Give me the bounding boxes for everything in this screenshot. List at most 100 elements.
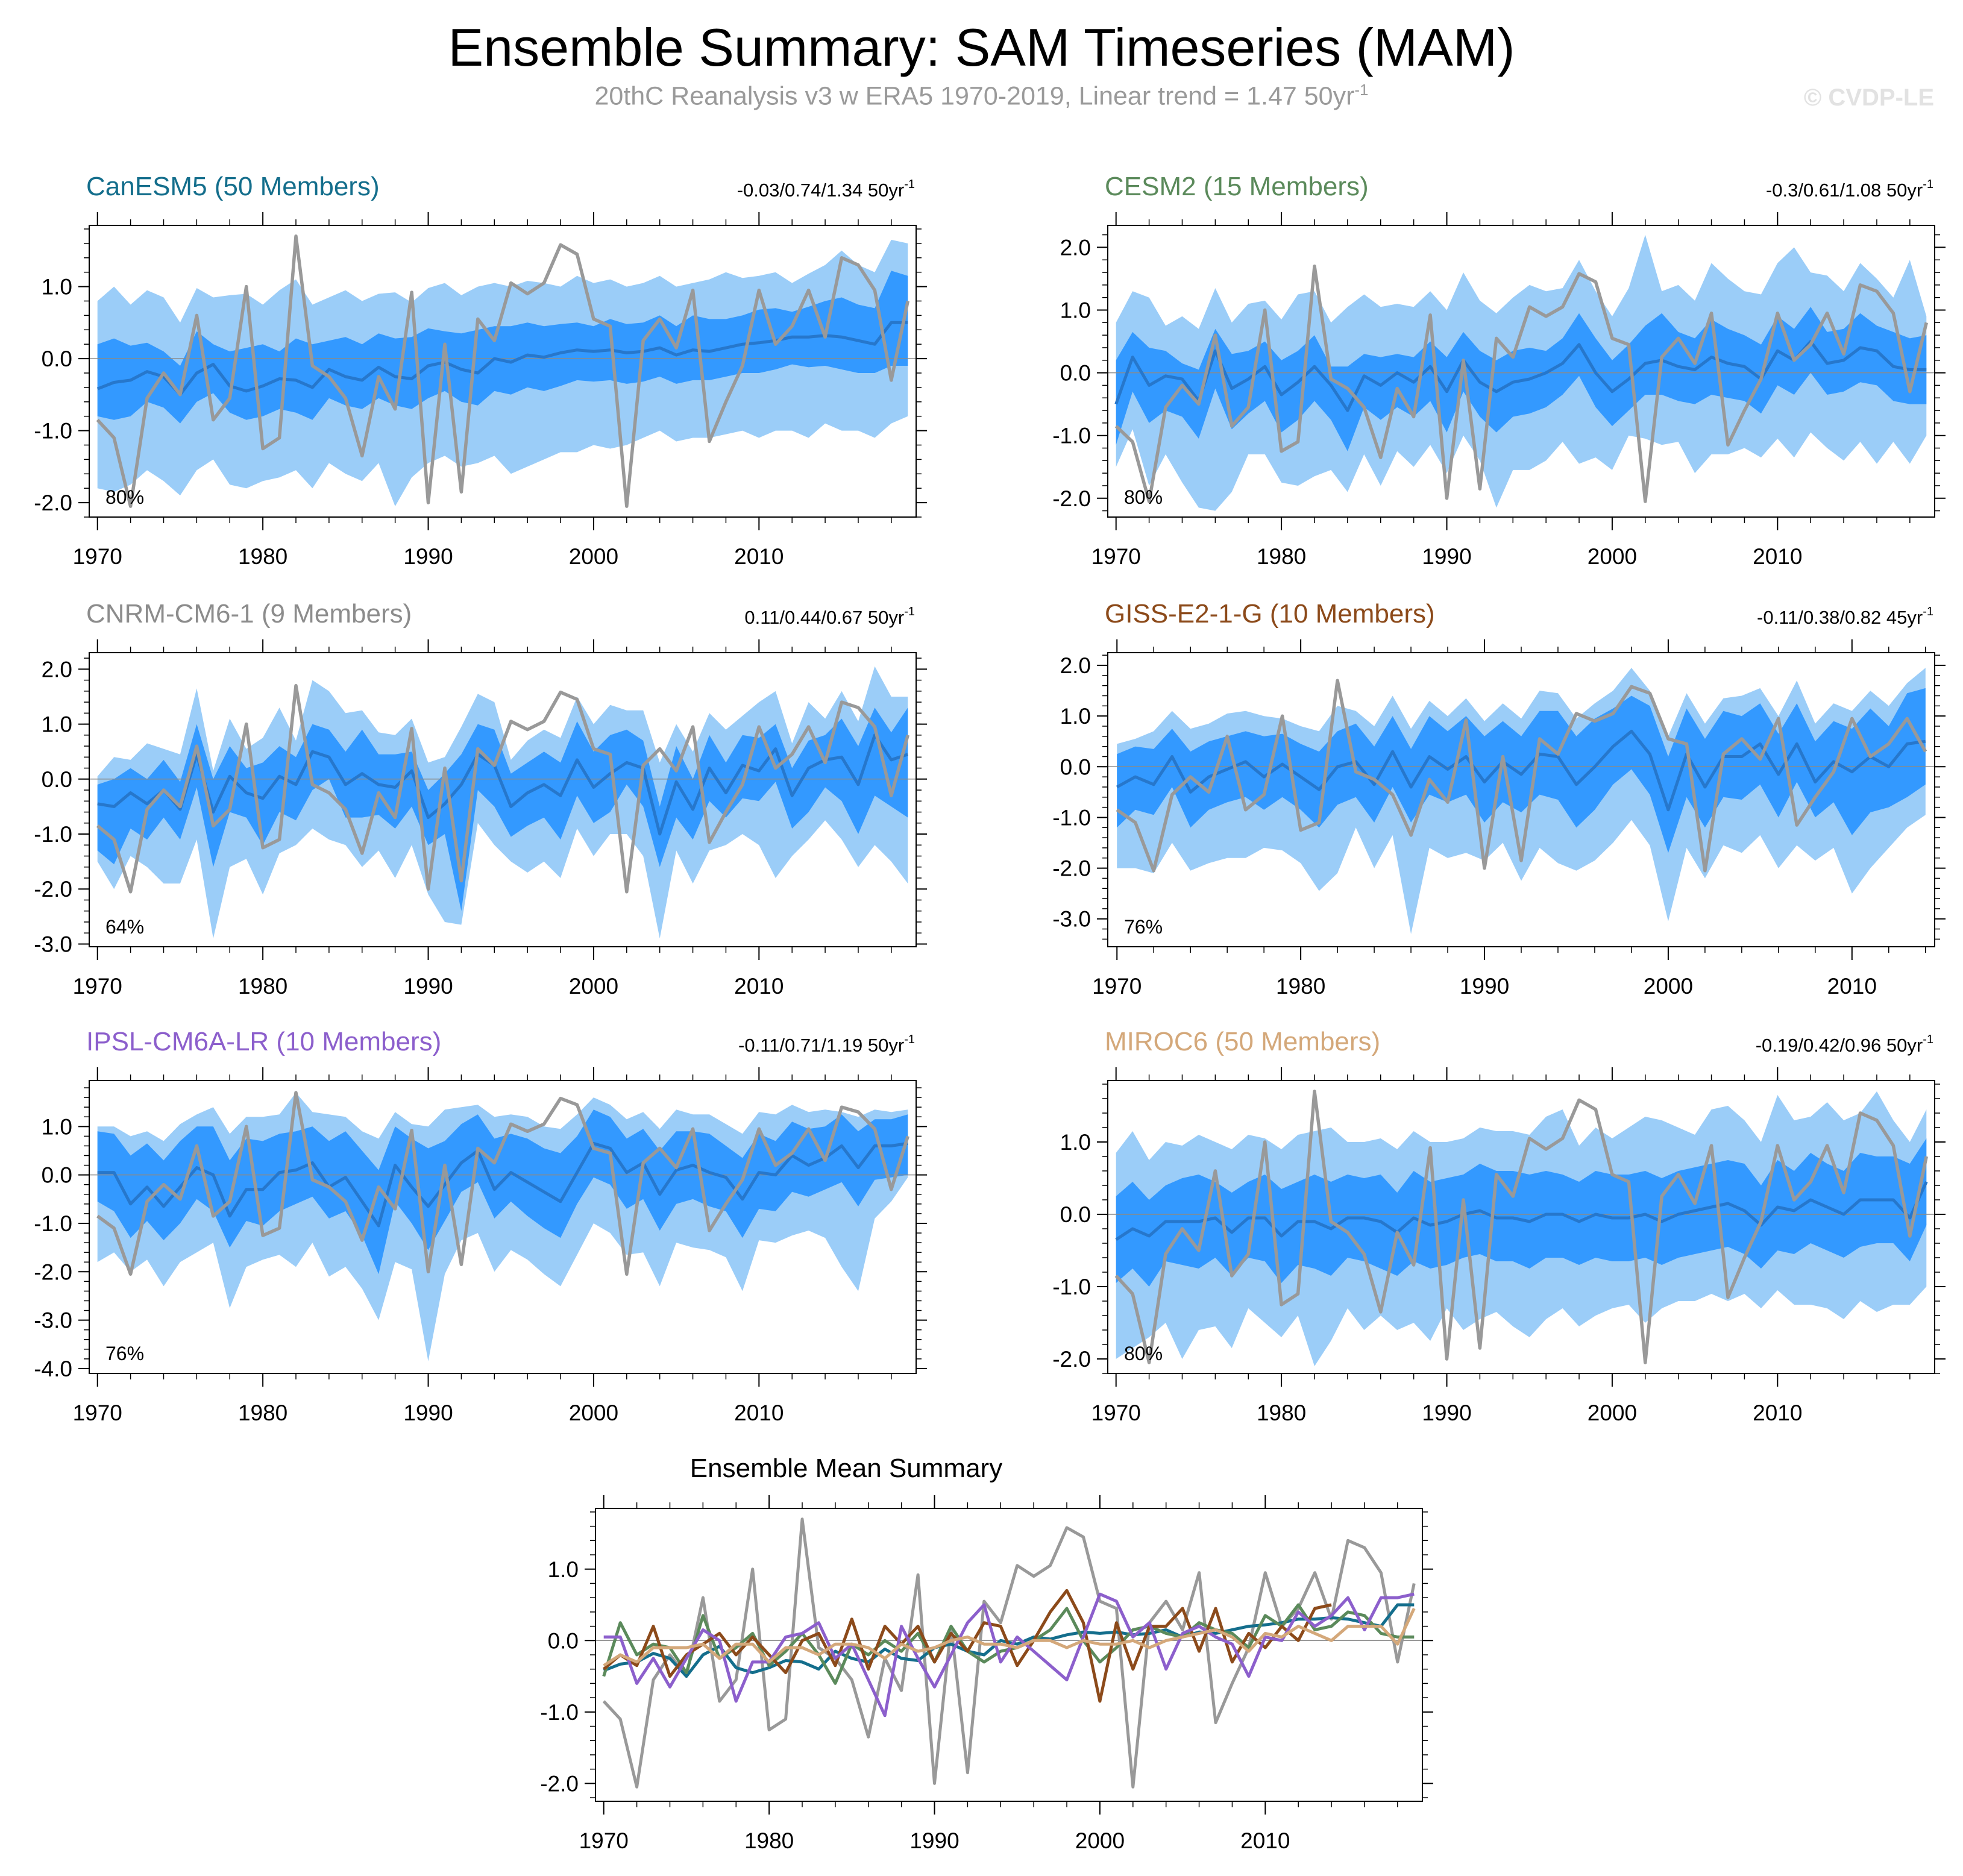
- trend-values: -0.11/0.38/0.82 45yr: [1757, 607, 1923, 628]
- ensemble-mean-line: [1114, 340, 1927, 412]
- y-tick-label: -3.0: [34, 1308, 72, 1333]
- series-line-giss-e2-1-g: [603, 1589, 1332, 1703]
- trend-values: 0.11/0.44/0.67 50yr: [744, 607, 904, 628]
- trend-label: 0.11/0.44/0.67 50yr-1: [744, 605, 915, 628]
- trend-values: -0.3/0.61/1.08 50yr: [1766, 180, 1923, 201]
- y-tick-label: -1.0: [34, 1211, 72, 1236]
- trend-superscript: -1: [904, 1033, 915, 1046]
- y-tick-label: 2.0: [1060, 235, 1091, 260]
- x-tick-label: 1970: [73, 544, 122, 569]
- ensemble-mean-line: [97, 733, 909, 836]
- x-tick-label: 1980: [238, 1401, 287, 1425]
- panel-title: GISS-E2-1-G (10 Members): [1105, 599, 1435, 629]
- y-tick-label: 1.0: [1060, 1130, 1091, 1155]
- ensemble-mean-line: [97, 1141, 908, 1228]
- x-tick-label: 2000: [1644, 974, 1693, 999]
- x-tick-label: 2000: [1075, 1828, 1125, 1853]
- y-tick-label: 0.0: [548, 1628, 579, 1653]
- figure-title: Ensemble Summary: SAM Timeseries (MAM): [448, 17, 1515, 77]
- panel-title: CESM2 (15 Members): [1105, 172, 1369, 201]
- y-tick-label: 0.0: [42, 767, 72, 792]
- x-tick-label: 1970: [73, 974, 122, 999]
- x-tick-label: 1990: [1422, 1401, 1471, 1425]
- y-tick-label: -2.0: [34, 491, 72, 515]
- percent-label: 64%: [105, 916, 144, 938]
- subtitle-text: 20thC Reanalysis v3 w ERA5 1970-2019, Li…: [594, 81, 1355, 111]
- y-tick-label: -1.0: [34, 419, 72, 444]
- y-tick-label: 0.0: [42, 1163, 72, 1188]
- x-tick-label: 2000: [569, 544, 618, 569]
- trend-values: -0.19/0.42/0.96 50yr: [1756, 1035, 1923, 1056]
- x-tick-label: 2010: [1827, 974, 1877, 999]
- x-tick-label: 2000: [569, 1401, 618, 1425]
- y-tick-label: 2.0: [1060, 653, 1091, 678]
- x-tick-label: 2010: [1753, 544, 1802, 569]
- y-tick-label: 1.0: [548, 1557, 579, 1582]
- panel-giss-e2-1-g: 2.0 1.0 0.0 -1.0 -2.0 -3.0 1970 1980 1990 2000 201…: [1052, 599, 1946, 999]
- panel-title: CanESM5 (50 Members): [86, 172, 380, 201]
- x-tick-label: 2000: [1588, 544, 1637, 569]
- plot-area: [595, 1517, 1422, 1789]
- panel-title: IPSL-CM6A-LR (10 Members): [86, 1027, 441, 1056]
- y-tick-label: 2.0: [42, 657, 72, 682]
- trend-superscript: -1: [1923, 178, 1933, 191]
- trend-values: -0.11/0.71/1.19 50yr: [738, 1035, 904, 1056]
- x-tick-label: 1990: [1422, 544, 1471, 569]
- plot-frame: [1107, 225, 1935, 518]
- y-tick-label: -1.0: [1052, 1275, 1091, 1299]
- plot-frame: [89, 652, 917, 947]
- series-line-ipsl-cm6a-lr: [603, 1592, 1415, 1718]
- inner-percentile-band: [97, 1109, 908, 1275]
- x-tick-label: 2010: [734, 974, 784, 999]
- trend-superscript: -1: [1923, 605, 1933, 618]
- trend-values: -0.03/0.74/1.34 50yr: [737, 180, 904, 201]
- y-tick-label: 0.0: [1060, 754, 1091, 779]
- panel-miroc6: 1.0 0.0 -1.0 -2.0 1970 1980 1990 2000 2010 MIROC6…: [1052, 1027, 1946, 1425]
- percent-label: 76%: [105, 1343, 144, 1364]
- y-tick-label: 1.0: [1060, 704, 1091, 729]
- observations-line: [1116, 679, 1927, 873]
- observations-line: [96, 234, 909, 508]
- y-tick-label: 0.0: [1060, 361, 1091, 386]
- panel-title: Ensemble Mean Summary: [690, 1454, 1002, 1483]
- y-tick-label: 1.0: [1060, 298, 1091, 323]
- inner-percentile-band: [97, 707, 908, 911]
- x-tick-label: 2010: [734, 1401, 784, 1425]
- y-tick-label: 1.0: [42, 275, 72, 300]
- x-tick-label: 1990: [403, 974, 453, 999]
- x-tick-label: 1970: [1091, 544, 1141, 569]
- x-tick-label: 1990: [1460, 974, 1509, 999]
- trend-label: -0.11/0.38/0.82 45yr-1: [1757, 605, 1933, 628]
- y-tick-label: 0.0: [42, 347, 72, 371]
- plot-area: [89, 666, 916, 939]
- x-tick-label: 1970: [73, 1401, 122, 1425]
- y-tick-label: -2.0: [34, 1260, 72, 1284]
- x-tick-label: 2000: [1588, 1401, 1637, 1425]
- plot-area: [1108, 668, 1935, 934]
- x-tick-label: 2000: [569, 974, 618, 999]
- trend-label: -0.11/0.71/1.19 50yr-1: [738, 1033, 915, 1056]
- y-tick-label: -3.0: [1052, 907, 1091, 932]
- x-tick-label: 2010: [1753, 1401, 1802, 1425]
- x-tick-label: 1970: [579, 1828, 629, 1853]
- panel-ensemble-mean-summary: 1.0 0.0 -1.0 -2.0 1970 1980 1990 2000 2010 Ensemb…: [540, 1454, 1433, 1853]
- plot-area: [89, 234, 916, 508]
- y-tick-label: -3.0: [34, 932, 72, 956]
- watermark: © CVDP-LE: [1803, 84, 1934, 111]
- series-line-miroc6: [603, 1607, 1416, 1667]
- observations-line: [1114, 1090, 1928, 1364]
- x-tick-label: 1970: [1091, 1401, 1141, 1425]
- figure-subtitle: 20thC Reanalysis v3 w ERA5 1970-2019, Li…: [0, 81, 1963, 111]
- x-tick-label: 1980: [1276, 974, 1325, 999]
- trend-superscript: -1: [904, 178, 915, 191]
- plot-area: [1108, 1090, 1935, 1366]
- y-tick-label: 0.0: [1060, 1202, 1091, 1227]
- trend-label: -0.19/0.42/0.96 50yr-1: [1756, 1033, 1933, 1056]
- panel-title: MIROC6 (50 Members): [1105, 1027, 1380, 1056]
- trend-label: -0.3/0.61/1.08 50yr-1: [1766, 178, 1933, 201]
- x-tick-label: 1980: [238, 544, 287, 569]
- trend-superscript: -1: [1923, 1033, 1933, 1046]
- y-tick-label: -2.0: [1052, 856, 1091, 881]
- ensemble-mean-line: [1116, 729, 1926, 812]
